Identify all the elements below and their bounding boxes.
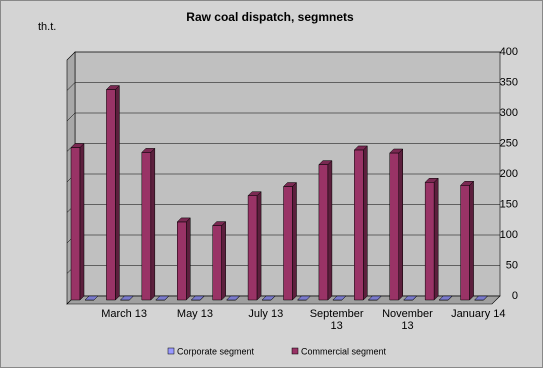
x-tick-label: July 13	[248, 308, 284, 320]
grid-line-side	[66, 82, 76, 91]
bar-front	[177, 221, 187, 301]
bar-top	[438, 295, 453, 301]
bar-front	[424, 182, 435, 301]
bar-top	[332, 295, 347, 301]
bar	[226, 295, 241, 301]
bar	[155, 295, 170, 301]
bar-top	[176, 217, 191, 223]
bar-top	[473, 295, 489, 301]
bar-top	[261, 295, 276, 301]
bar-top	[403, 295, 418, 301]
bar-front	[318, 164, 329, 301]
bar	[367, 295, 382, 301]
chart-title: Raw coal dispatch, segmnets	[186, 10, 354, 24]
y-tick-label: 0	[512, 290, 518, 302]
bar-top	[318, 160, 333, 165]
y-tick-label: 150	[500, 198, 518, 210]
bar	[190, 295, 205, 301]
bar-top	[424, 178, 439, 183]
bar-top	[296, 295, 312, 301]
bar	[105, 84, 121, 301]
x-tick-label: May 13	[176, 308, 213, 320]
bar-top	[155, 295, 170, 301]
bar-top	[70, 143, 85, 148]
bar-front	[212, 225, 222, 301]
bar-top	[226, 295, 241, 301]
bar-front	[247, 195, 258, 301]
x-tick-label: September 13	[309, 308, 364, 332]
bar-side	[186, 217, 191, 301]
bar	[389, 148, 404, 301]
y-tick-label: 50	[506, 259, 518, 271]
bar-front	[283, 186, 293, 301]
bar	[247, 191, 262, 301]
bar-side	[115, 84, 120, 301]
bar-front	[389, 152, 399, 301]
bar-side	[398, 148, 403, 301]
bar	[332, 295, 347, 301]
bar-top	[141, 148, 156, 153]
bar-top	[247, 191, 262, 196]
x-tick-label: January 14	[451, 308, 506, 320]
bar-top	[84, 295, 99, 301]
bar	[473, 295, 489, 301]
bar	[212, 220, 227, 301]
bar	[459, 180, 475, 301]
bar-front	[141, 152, 152, 301]
legend-swatch	[291, 347, 299, 355]
bar-side	[79, 142, 85, 301]
bar-front	[106, 89, 116, 301]
bar	[353, 145, 368, 301]
bar-side	[292, 181, 297, 301]
bar	[424, 177, 439, 301]
bar-side	[256, 191, 262, 301]
bar-side	[221, 220, 226, 301]
grid-line-side	[66, 112, 76, 122]
legend-label: Commercial segment	[301, 346, 387, 356]
bar-side	[363, 145, 368, 301]
bar-top	[367, 295, 382, 301]
y-tick-label: 200	[500, 168, 518, 180]
bar-side	[327, 159, 333, 301]
x-tick-label: November 13	[382, 308, 433, 332]
bar	[261, 295, 276, 301]
y-tick-label: 250	[500, 137, 518, 149]
bar	[176, 217, 191, 301]
bar-top	[212, 221, 227, 226]
y-axis-label: th.t.	[38, 21, 56, 33]
bar	[282, 181, 298, 301]
bar-top	[353, 145, 368, 151]
legend-swatch	[167, 347, 175, 355]
bar	[141, 147, 156, 301]
bar-top	[389, 148, 404, 154]
bar	[403, 295, 418, 301]
bar-side	[469, 180, 474, 301]
y-tick-label: 400	[500, 46, 518, 58]
y-tick-label: 300	[500, 107, 518, 119]
y-tick-label: 100	[500, 229, 518, 241]
bar-side	[433, 177, 439, 301]
bar	[296, 295, 312, 301]
bar-front	[460, 185, 470, 301]
bar-top	[105, 85, 121, 90]
bar	[70, 142, 85, 301]
bar-front	[354, 149, 364, 301]
bar-top	[119, 295, 135, 301]
bar-front	[70, 147, 81, 301]
bar-side	[150, 147, 156, 301]
legend-label: Corporate segment	[177, 346, 255, 356]
bar-top	[190, 295, 205, 301]
bar	[84, 295, 99, 301]
bar	[119, 295, 135, 301]
bar	[318, 159, 333, 301]
bar-top	[459, 181, 475, 186]
bar	[438, 295, 453, 301]
grid-line-side	[66, 51, 76, 61]
y-tick-label: 350	[500, 76, 518, 88]
x-tick-label: March 13	[101, 308, 148, 320]
bar-top	[282, 182, 298, 187]
